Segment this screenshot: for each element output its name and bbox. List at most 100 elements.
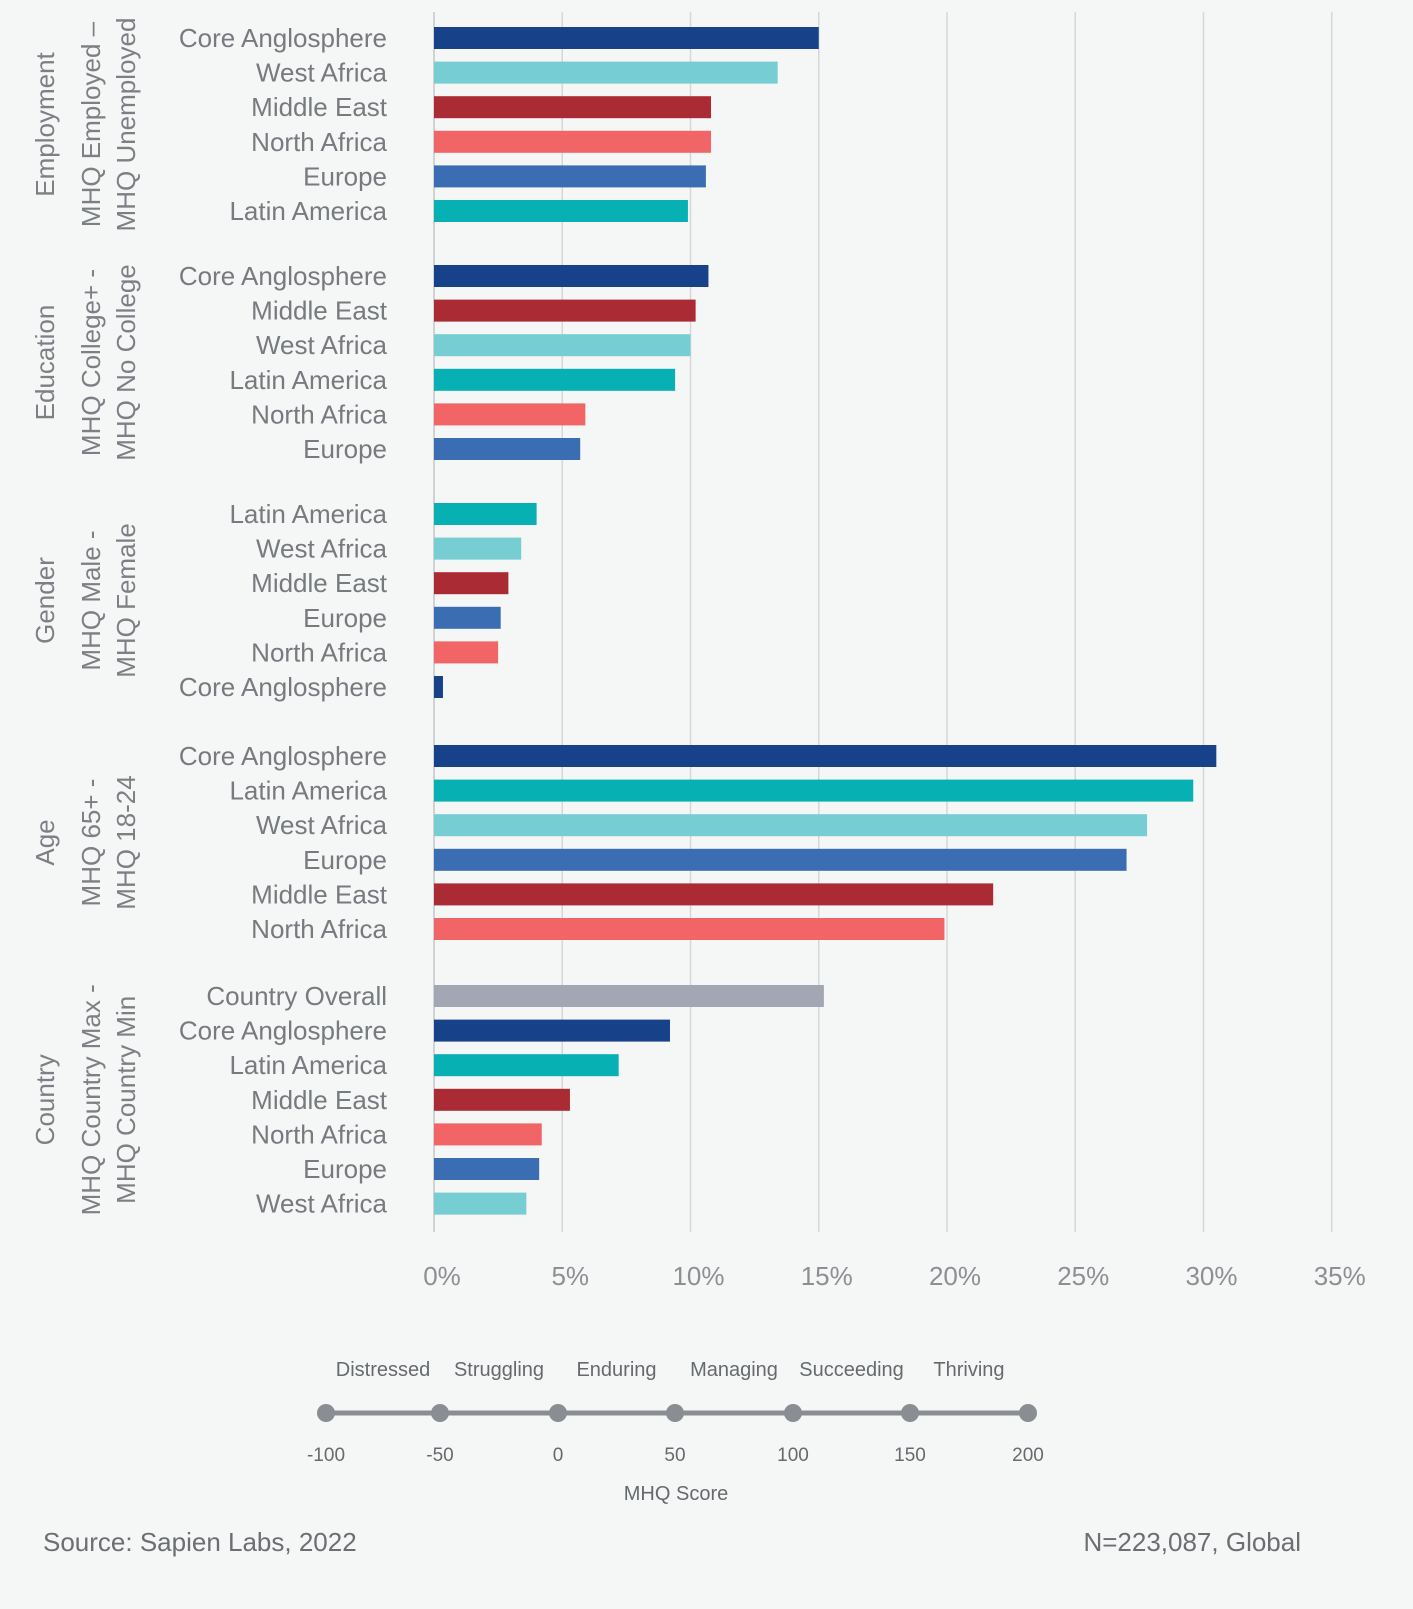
group-label: Age: [30, 819, 60, 865]
category-label: Latin America: [229, 196, 387, 226]
x-tick-label: 0%: [423, 1261, 461, 1291]
source-note: Source: Sapien Labs, 2022: [43, 1527, 357, 1557]
group-sublabel: MHQ No College: [111, 264, 141, 461]
category-label: Middle East: [251, 296, 388, 326]
bar: [434, 334, 691, 357]
category-label: North Africa: [251, 127, 387, 157]
scale-tick-label: 0: [553, 1445, 564, 1466]
category-label: Latin America: [229, 776, 387, 806]
scale-category-label: Struggling: [454, 1359, 544, 1381]
category-label: Core Anglosphere: [179, 741, 387, 771]
group-sublabel: MHQ Female: [111, 523, 141, 678]
category-label: West Africa: [256, 1189, 388, 1219]
category-label: West Africa: [256, 330, 388, 360]
scale-category-label: Succeeding: [799, 1359, 904, 1381]
scale-dot: [666, 1404, 684, 1422]
scale-tick-label: -50: [426, 1445, 453, 1466]
category-label: North Africa: [251, 914, 387, 944]
bar: [434, 299, 696, 322]
scale-tick-label: 100: [777, 1445, 809, 1466]
category-label: North Africa: [251, 637, 387, 667]
bar: [434, 403, 586, 426]
x-tick-label: 30%: [1185, 1261, 1237, 1291]
sample-size-note: N=223,087, Global: [1083, 1527, 1301, 1557]
scale-category-label: Managing: [690, 1359, 778, 1381]
bar: [434, 1019, 670, 1042]
x-tick-label: 5%: [551, 1261, 589, 1291]
category-label: Europe: [303, 845, 387, 875]
scale-dot: [784, 1404, 802, 1422]
category-label: North Africa: [251, 399, 387, 429]
category-label: North Africa: [251, 1119, 387, 1149]
bar: [434, 572, 509, 595]
category-label: Europe: [303, 434, 387, 464]
category-label: Middle East: [251, 568, 388, 598]
bar: [434, 1088, 570, 1111]
category-label: Core Anglosphere: [179, 23, 387, 53]
group-label: Employment: [30, 51, 60, 196]
group-sublabel: MHQ 65+ -: [76, 779, 106, 907]
bar: [434, 814, 1148, 837]
bar: [434, 165, 706, 188]
bar: [434, 918, 945, 940]
category-label: Country Overall: [206, 981, 387, 1011]
bar: [434, 1192, 527, 1215]
bar: [434, 883, 994, 906]
category-label: West Africa: [256, 534, 388, 564]
bar: [434, 200, 688, 222]
bar: [434, 606, 501, 629]
category-label: Europe: [303, 603, 387, 633]
group-sublabel: MHQ Male -: [76, 530, 106, 670]
scale-dot: [901, 1404, 919, 1422]
scale-category-label: Enduring: [576, 1359, 656, 1381]
scale-title: MHQ Score: [624, 1483, 728, 1505]
bar: [434, 265, 709, 287]
bar: [434, 503, 537, 525]
category-label: Core Anglosphere: [179, 672, 387, 702]
bar: [434, 1123, 542, 1146]
bar: [434, 745, 1217, 767]
x-tick-label: 15%: [801, 1261, 853, 1291]
bar: [434, 537, 522, 560]
category-label: West Africa: [256, 58, 388, 88]
group-sublabel: MHQ Country Min: [111, 996, 141, 1204]
bar: [434, 985, 824, 1007]
bar: [434, 96, 712, 119]
scale-category-label: Thriving: [933, 1359, 1004, 1381]
bar: [434, 641, 499, 664]
bar: [434, 779, 1194, 802]
bar: [434, 1054, 619, 1077]
bar: [434, 848, 1127, 871]
bar: [434, 1158, 540, 1180]
group-label: Country: [30, 1054, 60, 1145]
bar: [434, 27, 819, 49]
scale-dot: [1019, 1404, 1037, 1422]
group-sublabel: MHQ College+ -: [76, 269, 106, 456]
scale-tick-label: -100: [307, 1445, 345, 1466]
category-label: Middle East: [251, 1085, 388, 1115]
x-tick-label: 10%: [672, 1261, 724, 1291]
group-label: Education: [30, 305, 60, 421]
group-label: Gender: [30, 557, 60, 644]
category-label: Latin America: [229, 499, 387, 529]
scale-tick-label: 50: [664, 1445, 685, 1466]
category-label: West Africa: [256, 810, 388, 840]
scale-tick-label: 200: [1012, 1445, 1044, 1466]
x-tick-label: 35%: [1314, 1261, 1366, 1291]
scale-dot: [431, 1404, 449, 1422]
x-tick-label: 25%: [1057, 1261, 1109, 1291]
category-label: Europe: [303, 161, 387, 191]
bar: [434, 130, 712, 153]
category-label: Latin America: [229, 365, 387, 395]
group-sublabel: MHQ Country Max -: [76, 984, 106, 1215]
category-label: Middle East: [251, 92, 388, 122]
category-label: Middle East: [251, 879, 388, 909]
bar: [434, 368, 676, 391]
scale-category-label: Distressed: [336, 1359, 430, 1381]
group-sublabel: MHQ 18-24: [111, 775, 141, 909]
scale-dot: [317, 1404, 335, 1422]
group-sublabel: MHQ Unemployed: [111, 18, 141, 232]
bar: [434, 438, 581, 460]
x-tick-label: 20%: [929, 1261, 981, 1291]
